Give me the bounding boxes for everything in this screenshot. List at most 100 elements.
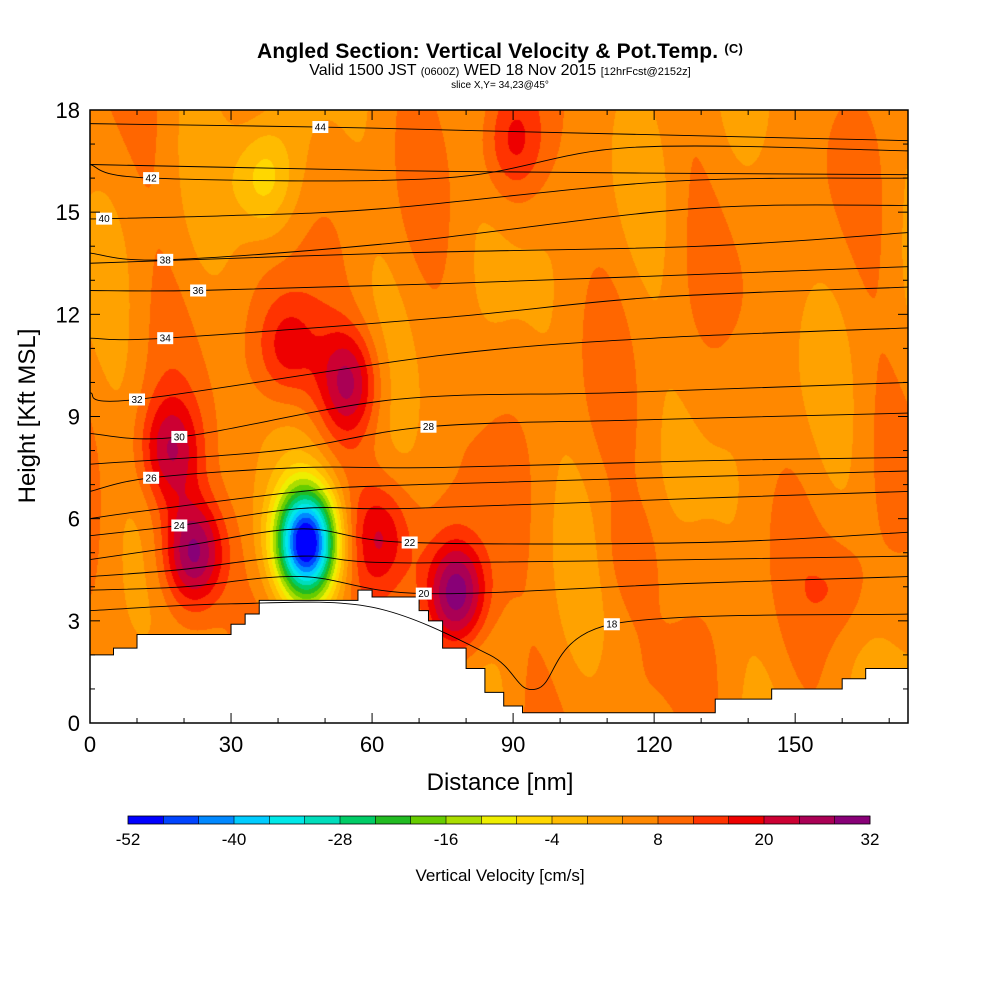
isentrope-label-box [603,618,620,631]
y-tick-label: 3 [68,609,80,634]
colorbar-swatch [163,816,200,824]
valid-utc: (0600Z) [420,66,460,78]
isentrope-label-box [157,332,174,345]
isentrope-label: 22 [404,538,416,549]
slice-info: slice X,Y= 34,23@45° [451,80,549,91]
colorbar-title: Vertical Velocity [cm/s] [415,866,584,885]
x-tick-label: 90 [501,732,525,757]
colorbar-swatch [834,816,871,824]
chart-title: Angled Section: Vertical Velocity & Pot.… [90,38,910,63]
chart-header: Angled Section: Vertical Velocity & Pot.… [90,38,910,92]
x-tick-label: 150 [777,732,814,757]
isentrope-label: 44 [315,123,327,134]
isentrope-label-box [143,172,160,185]
isentrope-label-box [420,420,437,433]
x-tick-label: 0 [84,732,96,757]
colorbar-tick-label: -52 [116,830,141,849]
y-axis-title: Height [Kft MSL] [14,329,41,504]
isentrope-22 [90,555,908,578]
isentrope-label-box [171,519,188,532]
isentrope-label: 28 [423,422,435,433]
isentrope-label: 42 [146,174,158,185]
isentrope-18 [90,601,908,691]
colorbar-swatch [375,816,412,824]
isentrope-36 [90,266,908,292]
isentrope-labels: 44 42 40 38 36 34 32 30 28 26 24 22 20 18 [96,121,620,631]
y-tick-label: 6 [68,507,80,532]
isentrope-44 [90,123,908,142]
x-tick-label: 60 [360,732,384,757]
colorbar-tick-label: 8 [653,830,662,849]
colorbar-swatch [693,816,730,824]
isentrope-label: 30 [174,432,186,443]
colorbar-swatch [516,816,553,824]
isentrope-label-box [129,393,146,406]
colorbar-swatch [587,816,624,824]
isentrope-label-box [190,284,207,297]
y-tick-label: 18 [56,98,80,123]
isentrope-label-box [312,121,329,134]
colorbar-swatch [269,816,306,824]
colorbar-swatch [481,816,518,824]
valid-date: WED 18 Nov 2015 [463,62,597,79]
colorbar-tick-label: 32 [861,830,880,849]
isentrope-label-box [143,471,160,484]
forecast-info: [12hrFcst@2152z] [600,66,691,78]
y-tick-label: 9 [68,405,80,430]
x-axis-title: Distance [nm] [427,769,574,796]
colorbar-swatch [234,816,270,824]
colorbar-swatch [658,816,694,824]
isentropes [90,123,908,691]
colorbar-swatch [128,816,164,824]
isentrope-label-box [96,212,113,225]
y-tick-label: 0 [68,711,80,736]
isentrope-label-box [157,253,174,266]
title-units: (C) [724,41,744,56]
colorbar-tick-label: -4 [544,830,559,849]
isentrope-label: 38 [160,255,172,266]
valid-time: Valid 1500 JST [309,62,417,79]
colorbar-swatch [799,816,836,824]
isentrope-label: 36 [193,286,205,297]
chart-subtitle: Valid 1500 JST (0600Z) WED 18 Nov 2015 [… [90,63,910,80]
isentrope-40 [90,177,908,220]
isentrope-38 [90,232,908,264]
isentrope-label-box [415,587,432,600]
x-tick-label: 120 [636,732,673,757]
terrain-profile [89,589,909,724]
isentrope-42 [90,164,908,176]
y-tick-label: 15 [56,200,80,225]
colorbar-tick-label: -40 [222,830,247,849]
colorbar: -52 -40 -28 -16 -4 8 20 32 [116,815,880,849]
colorbar-swatch [764,816,800,824]
isentrope-label: 32 [131,395,143,406]
isentrope-label: 20 [418,589,430,600]
isentrope-label-box [171,430,188,443]
colorbar-swatch [446,816,482,824]
colorbar-swatch [622,816,659,824]
terrain [89,589,909,724]
colorbar-frame [127,815,871,825]
y-tick-label: 12 [56,302,80,327]
isentrope-26 [90,470,908,520]
colorbar-tick-label: -16 [434,830,459,849]
colorbar-tick-label: -28 [328,830,353,849]
isentrope-label: 26 [146,473,158,484]
colorbar-swatch [552,816,588,824]
isentrope-28 [90,412,908,465]
colorbar-swatch [340,816,376,824]
colorbar-swatch [728,816,765,824]
isentrope-label: 34 [160,334,172,345]
colorbar-swatch [198,816,235,824]
isentrope-26 [90,456,908,492]
isentrope-label: 40 [99,214,111,225]
colorbar-tick-label: 20 [755,830,774,849]
x-tick-label: 30 [219,732,243,757]
colorbar-swatch [410,816,447,824]
isentrope-label: 18 [606,620,618,631]
isentrope-label: 24 [174,521,186,532]
plot-area: 44 42 40 38 36 34 32 30 28 26 24 22 20 18 [89,109,909,724]
title-main: Angled Section: Vertical Velocity & Pot.… [256,40,719,63]
